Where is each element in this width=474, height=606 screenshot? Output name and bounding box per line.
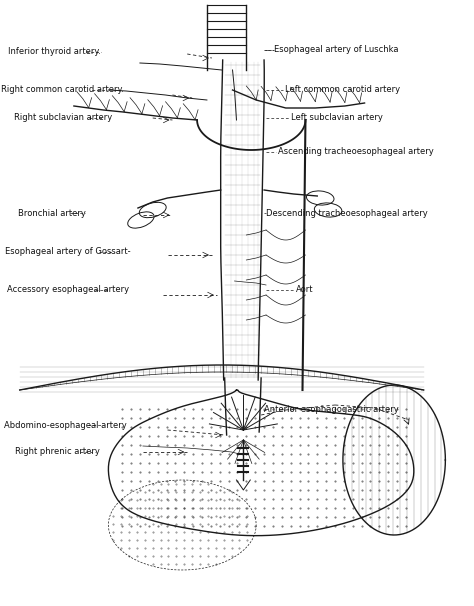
Text: Left subclavian artery: Left subclavian artery xyxy=(291,113,383,122)
Text: Bronchial artery: Bronchial artery xyxy=(18,208,86,218)
Text: Descending tracheoesophageal artery: Descending tracheoesophageal artery xyxy=(266,208,428,218)
Text: Anterior esophagogastric artery: Anterior esophagogastric artery xyxy=(264,405,399,415)
Text: Right subclavian artery: Right subclavian artery xyxy=(14,113,112,122)
Text: Right phrenic artery: Right phrenic artery xyxy=(15,447,100,456)
Text: Esophageal artery of Luschka: Esophageal artery of Luschka xyxy=(274,45,399,55)
Text: Inferior thyroid artery.: Inferior thyroid artery. xyxy=(8,47,100,56)
Text: Accessory esophageal artery: Accessory esophageal artery xyxy=(7,285,129,295)
Text: Right common carotid artery.: Right common carotid artery. xyxy=(1,85,124,95)
Text: Ascending tracheoesophageal artery: Ascending tracheoesophageal artery xyxy=(278,147,434,156)
Text: Abdomino-esophageal artery: Abdomino-esophageal artery xyxy=(4,421,127,430)
Text: Aort: Aort xyxy=(296,285,313,295)
Text: Left common carotid artery: Left common carotid artery xyxy=(285,85,400,95)
Text: Esophageal artery of Gossart-: Esophageal artery of Gossart- xyxy=(5,247,130,256)
